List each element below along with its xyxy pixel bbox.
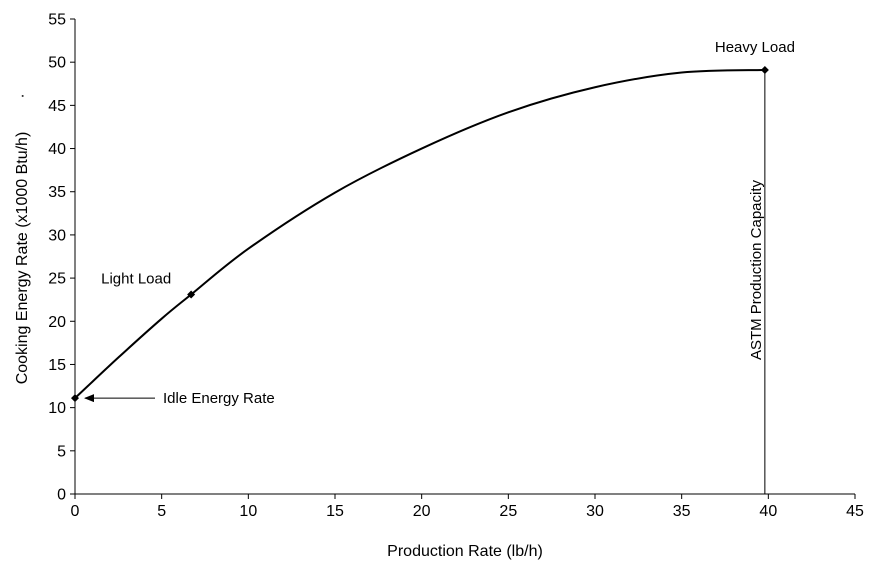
x-tick-label: 15 — [326, 503, 344, 520]
y-axis-title-suffix: · — [14, 93, 31, 98]
y-tick-label: 25 — [48, 271, 66, 288]
y-tick-label: 5 — [57, 443, 66, 460]
y-tick-label: 30 — [48, 227, 66, 244]
y-tick-label: 20 — [48, 314, 66, 331]
x-tick-label: 20 — [413, 503, 431, 520]
x-tick-label: 5 — [157, 503, 166, 520]
idle-energy-rate-label: Idle Energy Rate — [163, 390, 275, 407]
y-tick-label: 55 — [48, 12, 66, 29]
y-tick-label: 0 — [57, 487, 66, 504]
x-tick-label: 10 — [239, 503, 257, 520]
y-tick-label: 15 — [48, 357, 66, 374]
annotation-layer: Heavy Load Light Load Idle Energy Rate A… — [14, 39, 795, 560]
data-point-marker — [71, 394, 79, 403]
x-tick-label: 40 — [759, 503, 777, 520]
heavy-load-label: Heavy Load — [715, 39, 795, 56]
data-point-marker — [187, 290, 196, 299]
y-tick-label: 35 — [48, 184, 66, 201]
x-tick-label: 25 — [499, 503, 517, 520]
y-axis-title: Cooking Energy Rate (x1000 Btu/h) — [14, 132, 31, 385]
x-tick-label: 0 — [71, 503, 80, 520]
y-tick-label: 10 — [48, 400, 66, 417]
x-tick-label: 30 — [586, 503, 604, 520]
x-tick-label: 45 — [846, 503, 864, 520]
y-tick-label: 45 — [48, 98, 66, 115]
astm-capacity-label: ASTM Production Capacity — [748, 179, 765, 360]
series-line — [74, 68, 765, 399]
axes-layer: 0 5 10 15 20 25 30 35 40 45 0 5 10 15 20 25 30 35 40 45 50 55 — [48, 12, 864, 521]
x-axis-title: Production Rate (lb/h) — [387, 543, 543, 560]
series-layer — [71, 65, 769, 494]
y-tick-label: 40 — [48, 141, 66, 158]
light-load-label: Light Load — [101, 271, 171, 288]
x-tick-label: 35 — [673, 503, 691, 520]
y-tick-label: 50 — [48, 55, 66, 72]
